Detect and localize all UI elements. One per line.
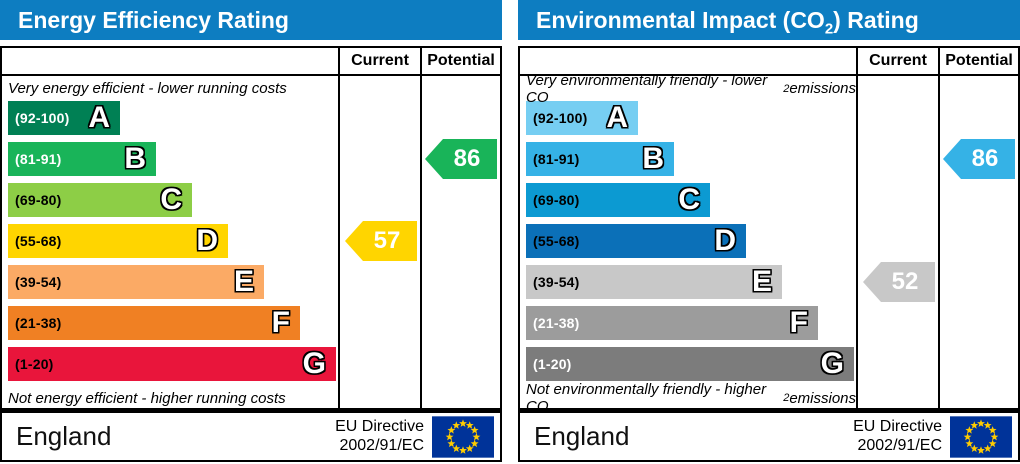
energy-band-e-range: (39-54) — [15, 274, 62, 290]
energy-potential-arrow: 86 — [425, 139, 497, 179]
co2-band-e-range: (39-54) — [533, 274, 580, 290]
co2-bottom-caption: Not environmentally friendly - higher CO… — [526, 381, 856, 415]
energy-band-g-range: (1-20) — [15, 356, 54, 372]
energy-band-b-range: (81-91) — [15, 151, 62, 167]
eu-flag-icon — [950, 415, 1012, 458]
energy-efficiency-panel: Energy Efficiency Rating Current Potenti… — [0, 0, 502, 464]
energy-potential-value: 86 — [453, 145, 481, 172]
energy-band-d-range: (55-68) — [15, 233, 62, 249]
energy-potential-column: 86 — [420, 76, 500, 408]
co2-current-value: 52 — [891, 268, 919, 295]
energy-band-b-letter: B — [124, 142, 146, 175]
energy-header-spacer — [2, 48, 338, 76]
co2-band-e: (39-54) E — [526, 265, 782, 299]
co2-band-d-letter: D — [714, 224, 736, 257]
energy-eu-directive-label: EU Directive 2002/91/EC — [335, 418, 424, 454]
energy-panel-title: Energy Efficiency Rating — [0, 0, 502, 40]
energy-current-column-header: Current — [338, 48, 420, 76]
energy-band-f-letter: F — [271, 306, 290, 339]
co2-band-f-range: (21-38) — [533, 315, 580, 331]
co2-band-c-range: (69-80) — [533, 192, 580, 208]
energy-title-text: Energy Efficiency Rating — [18, 7, 289, 33]
co2-band-g-letter: G — [820, 347, 844, 380]
energy-band-b: (81-91) B — [8, 142, 156, 176]
energy-band-c: (69-80) C — [8, 183, 192, 217]
co2-band-b: (81-91) B — [526, 142, 674, 176]
co2-band-e-letter: E — [751, 265, 772, 298]
energy-band-f: (21-38) F — [8, 306, 300, 340]
co2-band-a-range: (92-100) — [533, 110, 588, 126]
energy-band-f-range: (21-38) — [15, 315, 62, 331]
energy-band-a-range: (92-100) — [15, 110, 70, 126]
co2-current-column-header: Current — [856, 48, 938, 76]
co2-band-c-letter: C — [678, 183, 700, 216]
co2-current-arrow: 52 — [863, 262, 935, 302]
eu-flag-icon — [432, 415, 494, 458]
energy-bands-area: Very energy efficient - lower running co… — [2, 76, 338, 408]
energy-band-d: (55-68) D — [8, 224, 228, 258]
energy-current-value: 57 — [373, 227, 401, 254]
co2-band-d: (55-68) D — [526, 224, 746, 258]
energy-band-e-letter: E — [233, 265, 254, 298]
co2-band-g-range: (1-20) — [533, 356, 572, 372]
energy-band-e: (39-54) E — [8, 265, 264, 299]
energy-bottom-caption: Not energy efficient - higher running co… — [8, 389, 286, 407]
co2-band-f-letter: F — [789, 306, 808, 339]
energy-current-arrow: 57 — [345, 221, 417, 261]
co2-footer: England EU Directive 2002/91/EC — [518, 410, 1020, 462]
co2-top-caption: Very environmentally friendly - lower CO… — [526, 71, 856, 106]
co2-potential-column-header: Potential — [938, 48, 1018, 76]
energy-region-label: England — [16, 421, 112, 451]
co2-current-column: 52 — [856, 76, 938, 408]
co2-band-f: (21-38) F — [526, 306, 818, 340]
energy-band-a: (92-100) A — [8, 101, 120, 135]
co2-panel-title: Environmental Impact (CO2) Rating — [518, 0, 1020, 40]
energy-rating-table: Current Potential Very energy efficient … — [0, 46, 502, 410]
energy-band-c-letter: C — [160, 183, 182, 216]
co2-band-c: (69-80) C — [526, 183, 710, 217]
co2-bands-area: Very environmentally friendly - lower CO… — [520, 71, 856, 415]
energy-band-g-letter: G — [302, 347, 326, 380]
co2-potential-column: 86 — [938, 76, 1018, 408]
co2-band-a: (92-100) A — [526, 101, 638, 135]
co2-potential-value: 86 — [971, 145, 999, 172]
co2-band-g: (1-20) G — [526, 347, 854, 381]
co2-eu-directive-label: EU Directive 2002/91/EC — [853, 418, 942, 454]
energy-footer: England EU Directive 2002/91/EC — [0, 410, 502, 462]
co2-potential-arrow: 86 — [943, 139, 1015, 179]
energy-current-column: 57 — [338, 76, 420, 408]
energy-band-d-letter: D — [196, 224, 218, 257]
co2-title-text: Environmental Impact (CO — [536, 7, 825, 33]
energy-potential-column-header: Potential — [420, 48, 500, 76]
co2-band-b-letter: B — [642, 142, 664, 175]
co2-rating-table: Current Potential Very environmentally f… — [518, 46, 1020, 415]
energy-band-g: (1-20) G — [8, 347, 336, 381]
co2-header-spacer — [520, 48, 856, 76]
co2-region-label: England — [534, 421, 630, 451]
energy-band-c-range: (69-80) — [15, 192, 62, 208]
energy-top-caption: Very energy efficient - lower running co… — [8, 80, 287, 97]
energy-band-a-letter: A — [88, 101, 110, 134]
co2-band-b-range: (81-91) — [533, 151, 580, 167]
co2-band-a-letter: A — [606, 101, 628, 134]
co2-band-d-range: (55-68) — [533, 233, 580, 249]
environmental-impact-panel: Environmental Impact (CO2) Rating Curren… — [518, 0, 1020, 464]
